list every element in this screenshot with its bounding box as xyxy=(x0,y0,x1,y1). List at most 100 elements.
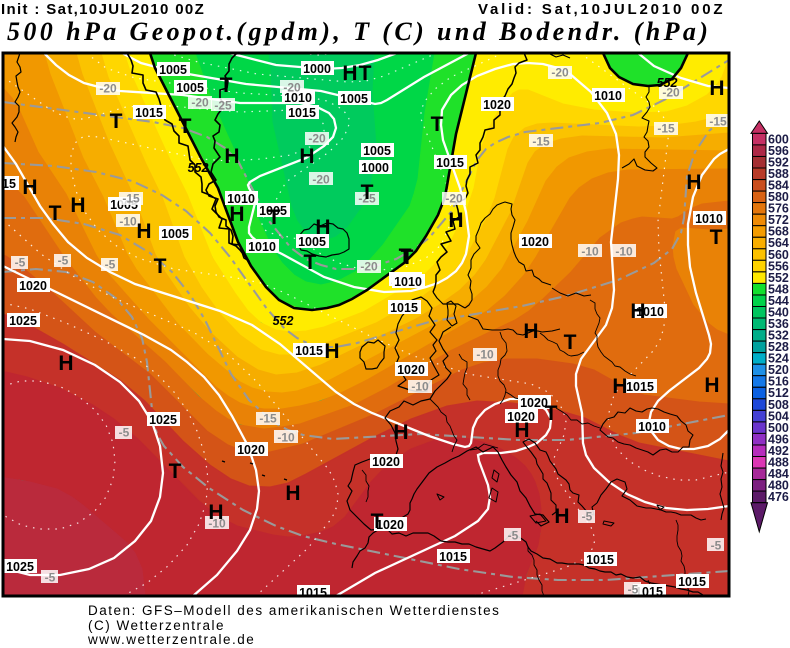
svg-text:-20: -20 xyxy=(308,132,326,146)
svg-text:1005: 1005 xyxy=(340,92,368,106)
svg-text:-10: -10 xyxy=(208,517,226,531)
svg-text:T: T xyxy=(401,246,414,269)
svg-text:-10: -10 xyxy=(411,380,429,394)
svg-text:528: 528 xyxy=(768,340,789,354)
svg-text:H: H xyxy=(448,209,463,232)
svg-text:-20: -20 xyxy=(445,192,463,206)
svg-text:1015: 1015 xyxy=(436,156,464,170)
svg-text:-25: -25 xyxy=(358,192,376,206)
svg-text:-10: -10 xyxy=(119,215,137,229)
svg-text:556: 556 xyxy=(768,259,789,273)
svg-text:1010: 1010 xyxy=(594,89,622,103)
svg-text:1015: 1015 xyxy=(390,301,418,315)
svg-text:552: 552 xyxy=(188,161,209,175)
svg-text:H: H xyxy=(315,216,330,239)
svg-text:1020: 1020 xyxy=(397,363,425,377)
svg-text:H: H xyxy=(70,194,85,217)
svg-text:-15: -15 xyxy=(122,192,140,206)
svg-text:-15: -15 xyxy=(657,122,675,136)
svg-text:-15: -15 xyxy=(259,412,277,426)
svg-text:-15: -15 xyxy=(709,115,727,129)
svg-text:516: 516 xyxy=(768,375,789,389)
svg-text:H: H xyxy=(709,77,724,100)
svg-text:H: H xyxy=(136,220,151,243)
svg-text:T: T xyxy=(154,255,167,278)
svg-text:492: 492 xyxy=(768,444,789,458)
svg-text:1015: 1015 xyxy=(635,585,663,599)
svg-text:T: T xyxy=(179,115,192,138)
svg-text:592: 592 xyxy=(768,156,789,170)
svg-text:1015: 1015 xyxy=(135,106,163,120)
svg-text:584: 584 xyxy=(768,179,789,193)
svg-text:544: 544 xyxy=(768,294,789,308)
svg-text:H: H xyxy=(342,62,357,85)
svg-text:-10: -10 xyxy=(476,348,494,362)
svg-text:H: H xyxy=(630,300,645,323)
svg-text:-5: -5 xyxy=(628,583,639,597)
svg-text:-5: -5 xyxy=(582,510,593,524)
svg-text:T: T xyxy=(545,402,558,425)
svg-text:-5: -5 xyxy=(58,254,69,268)
svg-text:1020: 1020 xyxy=(507,410,535,424)
svg-text:1015: 1015 xyxy=(439,550,467,564)
svg-text:T: T xyxy=(371,510,384,533)
svg-text:1015: 1015 xyxy=(586,553,614,567)
svg-text:H: H xyxy=(285,482,300,505)
svg-text:1010: 1010 xyxy=(638,420,666,434)
svg-text:T: T xyxy=(110,110,123,133)
svg-text:520: 520 xyxy=(768,363,789,377)
svg-text:-10: -10 xyxy=(277,431,295,445)
svg-text:H: H xyxy=(22,176,37,199)
svg-text:H: H xyxy=(58,352,73,375)
svg-text:548: 548 xyxy=(768,282,789,296)
svg-text:T: T xyxy=(399,245,412,268)
svg-text:1015: 1015 xyxy=(626,380,654,394)
svg-text:576: 576 xyxy=(768,202,789,216)
svg-text:1025: 1025 xyxy=(9,314,37,328)
svg-text:-20: -20 xyxy=(312,173,330,187)
svg-text:-5: -5 xyxy=(119,426,130,440)
svg-text:480: 480 xyxy=(768,479,789,493)
svg-text:-20: -20 xyxy=(360,260,378,274)
svg-text:T: T xyxy=(304,251,317,274)
svg-text:H: H xyxy=(229,203,244,226)
svg-text:552: 552 xyxy=(657,76,678,90)
svg-text:552: 552 xyxy=(273,314,294,328)
svg-text:1010: 1010 xyxy=(695,212,723,226)
svg-text:572: 572 xyxy=(768,213,789,227)
svg-text:1005: 1005 xyxy=(159,63,187,77)
svg-text:504: 504 xyxy=(768,409,789,423)
svg-text:H: H xyxy=(393,421,408,444)
svg-text:1020: 1020 xyxy=(372,455,400,469)
svg-text:T: T xyxy=(359,62,372,85)
svg-text:H: H xyxy=(523,320,538,343)
svg-text:-20: -20 xyxy=(191,96,209,110)
svg-text:1020: 1020 xyxy=(520,396,548,410)
svg-text:588: 588 xyxy=(768,167,789,181)
svg-text:H: H xyxy=(612,375,627,398)
svg-text:552: 552 xyxy=(768,271,789,285)
svg-text:560: 560 xyxy=(768,248,789,262)
svg-text:T: T xyxy=(564,331,577,354)
svg-text:1010: 1010 xyxy=(394,275,422,289)
svg-text:1000: 1000 xyxy=(303,62,331,76)
svg-text:H: H xyxy=(299,145,314,168)
svg-text:-15: -15 xyxy=(532,135,550,149)
svg-text:1010: 1010 xyxy=(227,192,255,206)
svg-text:1020: 1020 xyxy=(19,279,47,293)
svg-text:540: 540 xyxy=(768,306,789,320)
svg-text:T: T xyxy=(710,226,723,249)
svg-text:500: 500 xyxy=(768,421,789,435)
svg-text:T: T xyxy=(431,113,444,136)
svg-text:-25: -25 xyxy=(214,99,232,113)
svg-text:512: 512 xyxy=(768,386,789,400)
svg-text:H: H xyxy=(554,505,569,528)
svg-text:1010: 1010 xyxy=(636,305,664,319)
svg-text:H: H xyxy=(514,419,529,442)
svg-text:1015: 1015 xyxy=(288,106,316,120)
svg-text:-5: -5 xyxy=(45,571,56,585)
svg-text:H: H xyxy=(686,171,701,194)
svg-text:1020: 1020 xyxy=(483,98,511,112)
svg-text:T: T xyxy=(49,202,62,225)
svg-text:-10: -10 xyxy=(615,245,633,259)
